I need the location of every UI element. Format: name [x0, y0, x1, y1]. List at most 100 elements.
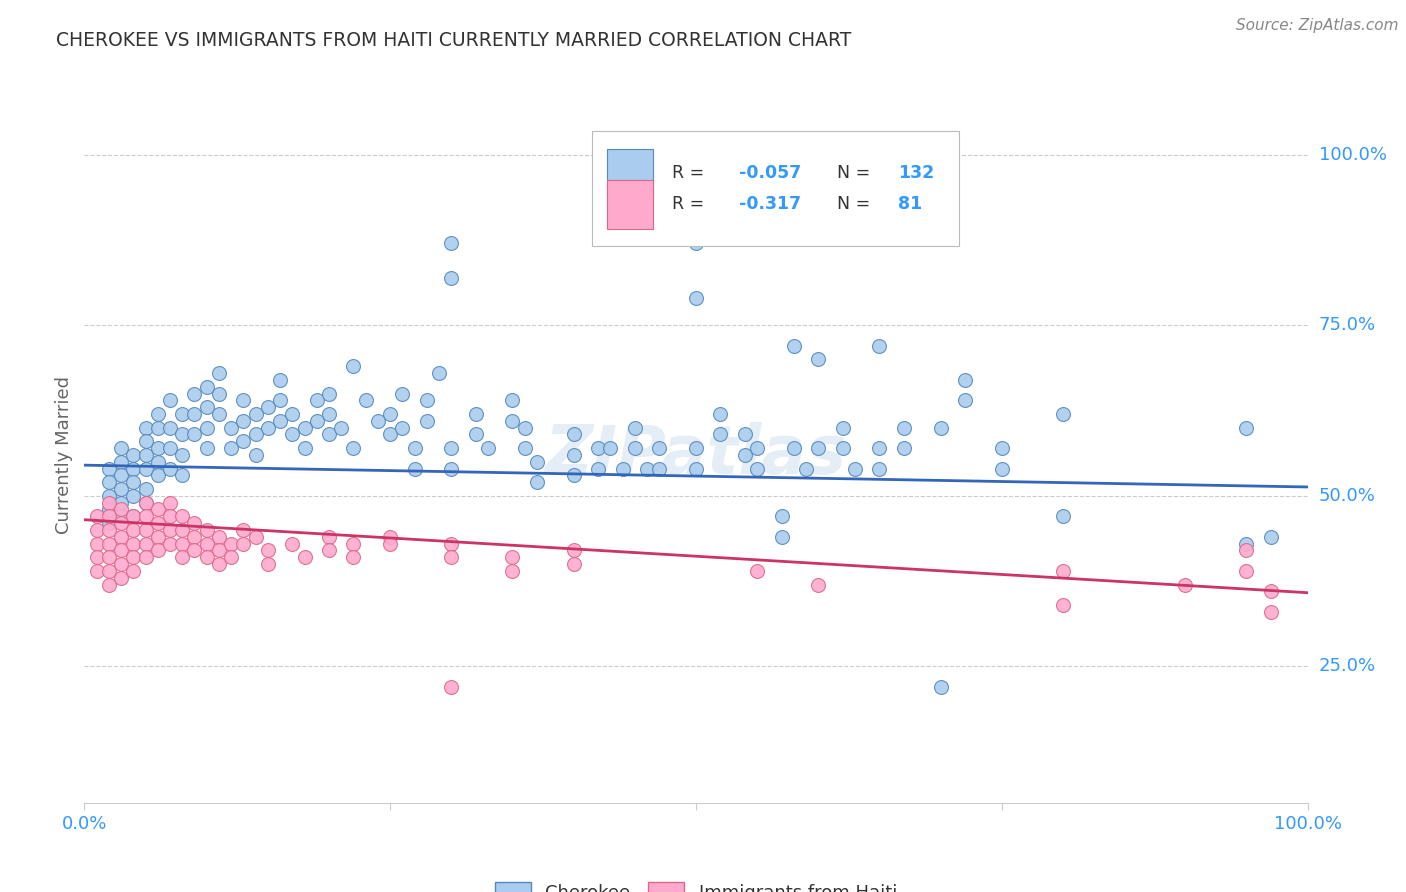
Point [232, 523, 254, 537]
Point [172, 448, 194, 462]
Point [831, 441, 853, 455]
Point [122, 509, 145, 524]
FancyBboxPatch shape [592, 131, 959, 246]
Point [183, 530, 205, 544]
Point [219, 420, 242, 434]
Point [135, 448, 157, 462]
Point [97, 461, 120, 475]
Point [1174, 577, 1197, 591]
Point [219, 536, 242, 550]
Point [97, 516, 120, 530]
Point [354, 393, 377, 408]
Point [770, 530, 793, 544]
Point [440, 461, 463, 475]
Point [1234, 420, 1257, 434]
Point [195, 523, 218, 537]
Point [86, 550, 108, 565]
Point [342, 359, 364, 374]
Point [257, 543, 280, 558]
Point [135, 509, 157, 524]
Point [1234, 543, 1257, 558]
Point [122, 509, 145, 524]
Point [440, 536, 463, 550]
Point [110, 516, 132, 530]
Point [97, 496, 120, 510]
Point [747, 441, 769, 455]
Point [195, 441, 218, 455]
Point [97, 550, 120, 565]
Point [734, 448, 756, 462]
Point [159, 420, 181, 434]
Point [770, 509, 793, 524]
Point [648, 461, 671, 475]
Point [97, 564, 120, 578]
Point [110, 543, 132, 558]
Point [501, 564, 523, 578]
Point [709, 427, 731, 442]
Point [245, 530, 267, 544]
Point [110, 455, 132, 469]
Text: ZIPatlas: ZIPatlas [546, 422, 846, 488]
Point [183, 427, 205, 442]
Point [195, 550, 218, 565]
Point [269, 414, 291, 428]
Point [380, 427, 402, 442]
Point [245, 427, 267, 442]
Point [1234, 564, 1257, 578]
Point [135, 496, 157, 510]
Point [440, 270, 463, 285]
Point [135, 496, 157, 510]
Point [97, 577, 120, 591]
Point [869, 339, 891, 353]
FancyBboxPatch shape [606, 180, 654, 228]
Point [110, 557, 132, 571]
Point [893, 420, 915, 434]
Point [146, 516, 169, 530]
Point [135, 482, 157, 496]
Text: 100.0%: 100.0% [1319, 145, 1386, 164]
Point [1052, 598, 1074, 612]
Point [501, 550, 523, 565]
Point [135, 536, 157, 550]
Point [624, 441, 647, 455]
Point [734, 427, 756, 442]
Point [586, 461, 609, 475]
Text: R =: R = [672, 164, 709, 182]
Point [953, 393, 976, 408]
Point [513, 420, 536, 434]
Point [807, 352, 830, 367]
Point [122, 448, 145, 462]
Point [869, 441, 891, 455]
Point [929, 420, 952, 434]
Point [342, 441, 364, 455]
Text: Source: ZipAtlas.com: Source: ZipAtlas.com [1236, 18, 1399, 33]
Point [330, 420, 353, 434]
Point [294, 550, 316, 565]
Point [97, 509, 120, 524]
Point [1260, 584, 1282, 599]
Point [440, 441, 463, 455]
Point [97, 475, 120, 490]
Legend: Cherokee, Immigrants from Haiti: Cherokee, Immigrants from Haiti [488, 874, 904, 892]
Point [97, 489, 120, 503]
Point [318, 386, 340, 401]
FancyBboxPatch shape [606, 149, 654, 197]
Point [135, 420, 157, 434]
Point [208, 386, 231, 401]
Point [159, 441, 181, 455]
Point [709, 407, 731, 421]
Point [122, 536, 145, 550]
Text: -0.057: -0.057 [738, 164, 801, 182]
Text: 25.0%: 25.0% [1319, 657, 1376, 675]
Point [807, 441, 830, 455]
Point [269, 373, 291, 387]
Point [685, 236, 707, 251]
Point [464, 407, 486, 421]
Point [159, 496, 181, 510]
Point [86, 509, 108, 524]
Point [1260, 605, 1282, 619]
Point [318, 427, 340, 442]
Point [146, 455, 169, 469]
Point [257, 400, 280, 414]
Point [97, 536, 120, 550]
